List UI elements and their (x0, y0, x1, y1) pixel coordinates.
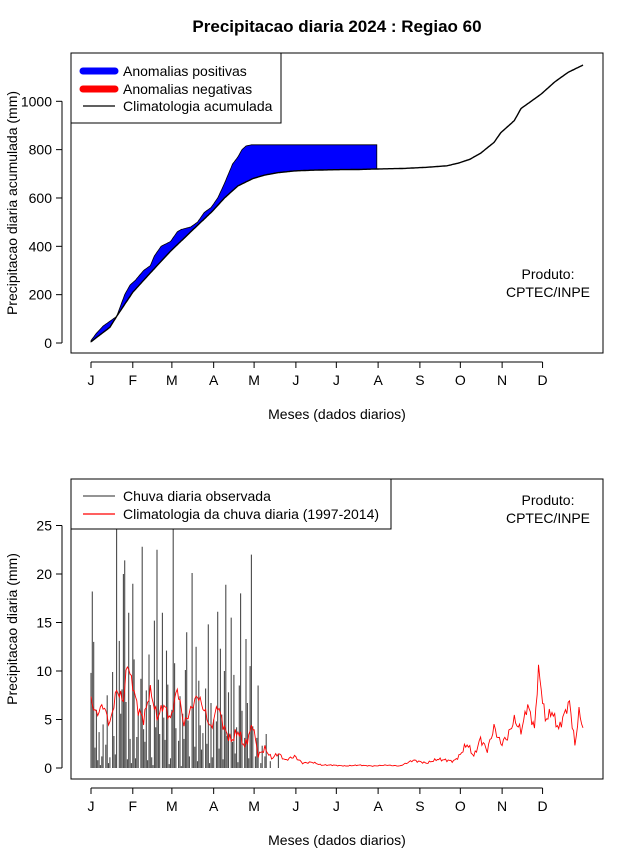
top-y-tick-label: 600 (29, 190, 53, 206)
top-y-tick-label: 200 (29, 287, 53, 303)
observed-daily-bars (90, 515, 279, 768)
legend-label-negative: Anomalias negativas (123, 81, 252, 97)
top-x-tick-label: O (455, 372, 466, 388)
top-x-tick-label: A (373, 372, 383, 388)
top-y-axis-label: Precipitacao diaria acumulada (mm) (4, 91, 20, 315)
top-x-tick-label: A (209, 372, 219, 388)
bottom-product-source: CPTEC/INPE (506, 510, 590, 526)
legend-label-positive: Anomalias positivas (123, 63, 247, 79)
top-x-tick-label: M (166, 372, 178, 388)
bottom-x-tick-label: M (166, 798, 178, 814)
bottom-y-axis: 0 5 10 15 20 25 (36, 518, 63, 776)
positive-anomaly-polygon (90, 144, 378, 343)
legend-label-climatology-daily: Climatologia da chuva diaria (1997-2014) (123, 506, 379, 522)
bottom-x-tick-label: N (497, 798, 507, 814)
bottom-legend-box (70, 478, 392, 530)
climatology-cumulative-line (90, 64, 584, 343)
top-y-tick-label: 0 (44, 335, 52, 351)
legend-label-observed: Chuva diaria observada (123, 488, 271, 504)
bottom-y-tick-label: 15 (36, 615, 52, 631)
legend-label-climatology: Climatologia acumulada (123, 98, 273, 114)
bottom-y-tick-label: 25 (36, 518, 52, 534)
top-x-tick-label: D (537, 372, 547, 388)
bottom-legend: Chuva diaria observada Climatologia da c… (70, 478, 392, 530)
bottom-x-tick-label: S (415, 798, 424, 814)
top-y-tick-label: 1000 (21, 93, 52, 109)
top-x-tick-label: F (129, 372, 138, 388)
top-legend: Anomalias positivas Anomalias negativas … (70, 52, 282, 124)
top-x-tick-label: J (333, 372, 340, 388)
bottom-chart: 0 5 10 15 20 25 J F M A M J J A S O N D Meses (dados dia… (4, 478, 604, 848)
bottom-product-label: Produto: (522, 492, 575, 508)
climatology-daily-line (90, 664, 584, 767)
bottom-x-tick-label: J (292, 798, 299, 814)
bottom-x-tick-label: A (209, 798, 219, 814)
bottom-x-tick-label: A (373, 798, 383, 814)
bottom-x-tick-label: O (455, 798, 466, 814)
top-product-label: Produto: (522, 266, 575, 282)
bottom-y-tick-label: 0 (44, 760, 52, 776)
bottom-y-tick-label: 10 (36, 663, 52, 679)
cumulative-lines (90, 64, 584, 343)
bottom-x-axis-label: Meses (dados diarios) (268, 832, 406, 848)
top-y-axis: 0 200 400 600 800 1000 (21, 93, 63, 351)
bottom-y-tick-label: 20 (36, 566, 52, 582)
top-chart: 0 200 400 600 800 1000 J F M A M J J A S O N D Meses (da… (4, 52, 604, 422)
bottom-x-tick-label: J (88, 798, 95, 814)
positive-anomaly-area (90, 144, 378, 343)
top-plot-frame (70, 52, 604, 354)
bottom-x-tick-label: F (129, 798, 138, 814)
climatology-daily-polyline (90, 664, 584, 767)
top-x-tick-label: J (292, 372, 299, 388)
bottom-x-tick-label: M (248, 798, 260, 814)
top-x-tick-label: N (497, 372, 507, 388)
top-x-axis-label: Meses (dados diarios) (268, 406, 406, 422)
top-product-source: CPTEC/INPE (506, 284, 590, 300)
top-y-tick-label: 800 (29, 142, 53, 158)
chart-title: Precipitacao diaria 2024 : Regiao 60 (192, 17, 481, 36)
bottom-y-axis-label: Precipitacao diaria (mm) (4, 553, 20, 705)
top-x-tick-label: M (248, 372, 260, 388)
bottom-y-tick-label: 5 (44, 712, 52, 728)
top-y-tick-label: 400 (29, 238, 53, 254)
bottom-x-tick-label: J (333, 798, 340, 814)
bottom-x-tick-label: D (537, 798, 547, 814)
top-x-tick-label: J (88, 372, 95, 388)
top-x-tick-label: S (415, 372, 424, 388)
